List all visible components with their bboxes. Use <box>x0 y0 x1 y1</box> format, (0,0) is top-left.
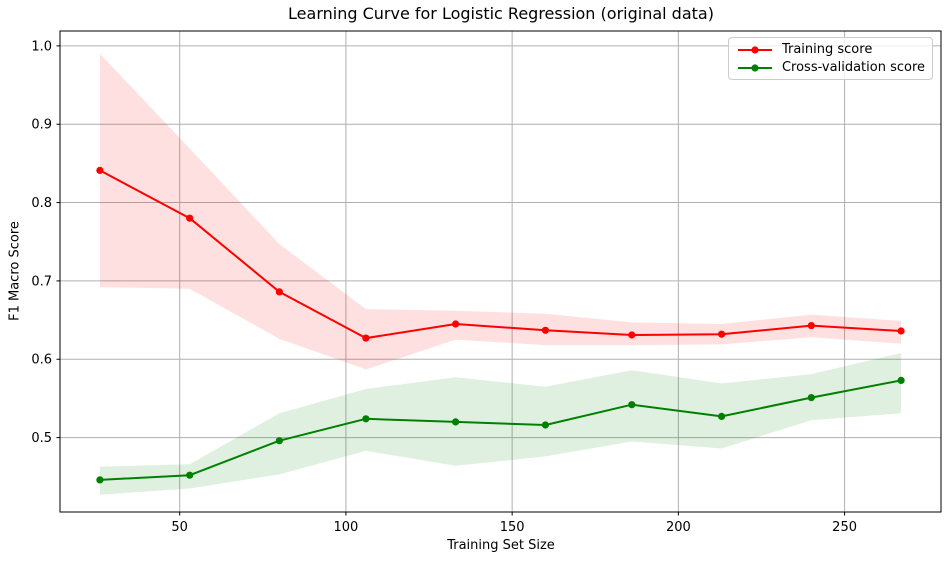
legend-item-training-score: Training score <box>736 42 925 57</box>
x-tick-label-100: 100 <box>333 520 358 535</box>
x-tick-label-200: 200 <box>666 520 691 535</box>
training-marker-213 <box>718 330 726 338</box>
cross-validation-marker-267 <box>897 376 905 384</box>
cross-validation-line <box>99 379 902 481</box>
cross-validation-marker-80 <box>275 437 283 445</box>
cross-validation-marker-53 <box>186 471 194 479</box>
y-tick-label-1.0: 1.0 <box>31 39 52 54</box>
training-marker-267 <box>897 327 905 335</box>
training-marker-186 <box>628 331 636 339</box>
cross-validation-marker-160 <box>541 421 550 429</box>
chart-title: Learning Curve for Logistic Regression (… <box>288 4 714 23</box>
training-score-line-sample <box>737 45 772 54</box>
training-marker-53 <box>186 214 194 222</box>
x-tick-label-250: 250 <box>832 520 857 535</box>
y-tick-label-0.8: 0.8 <box>31 196 52 211</box>
cross-validation-marker-186 <box>628 401 636 409</box>
cross-validation-marker-240 <box>807 394 815 402</box>
cross-validation-marker-26 <box>96 476 104 484</box>
cross-validation-marker-213 <box>718 412 726 420</box>
training-marker-160 <box>541 326 550 334</box>
training-marker-80 <box>275 288 283 296</box>
training-line <box>99 169 902 340</box>
y-tick-label-0.6: 0.6 <box>31 353 52 368</box>
legend: Training score Cross-validation score <box>727 37 933 80</box>
cross-validation-score-line-sample <box>737 63 772 72</box>
legend-label-training-score: Training score <box>781 42 873 57</box>
training-band <box>99 53 902 370</box>
cross-validation-marker-133 <box>452 418 460 426</box>
training-marker-26 <box>96 166 104 174</box>
training-marker-240 <box>807 322 815 330</box>
y-tick-label-0.5: 0.5 <box>31 431 52 446</box>
legend-item-cross-validation-score: Cross-validation score <box>736 60 925 75</box>
x-axis-label: Training Set Size <box>447 538 555 553</box>
x-tick-label-150: 150 <box>500 520 525 535</box>
training-marker-106 <box>362 334 370 342</box>
y-tick-label-0.7: 0.7 <box>31 274 52 289</box>
y-tick-label-0.9: 0.9 <box>31 118 52 133</box>
cross-validation-marker-106 <box>362 415 370 423</box>
legend-label-cross-validation-score: Cross-validation score <box>781 60 925 75</box>
training-marker-133 <box>452 320 460 328</box>
x-tick-label-50: 50 <box>171 520 188 535</box>
plot-border <box>59 30 942 513</box>
